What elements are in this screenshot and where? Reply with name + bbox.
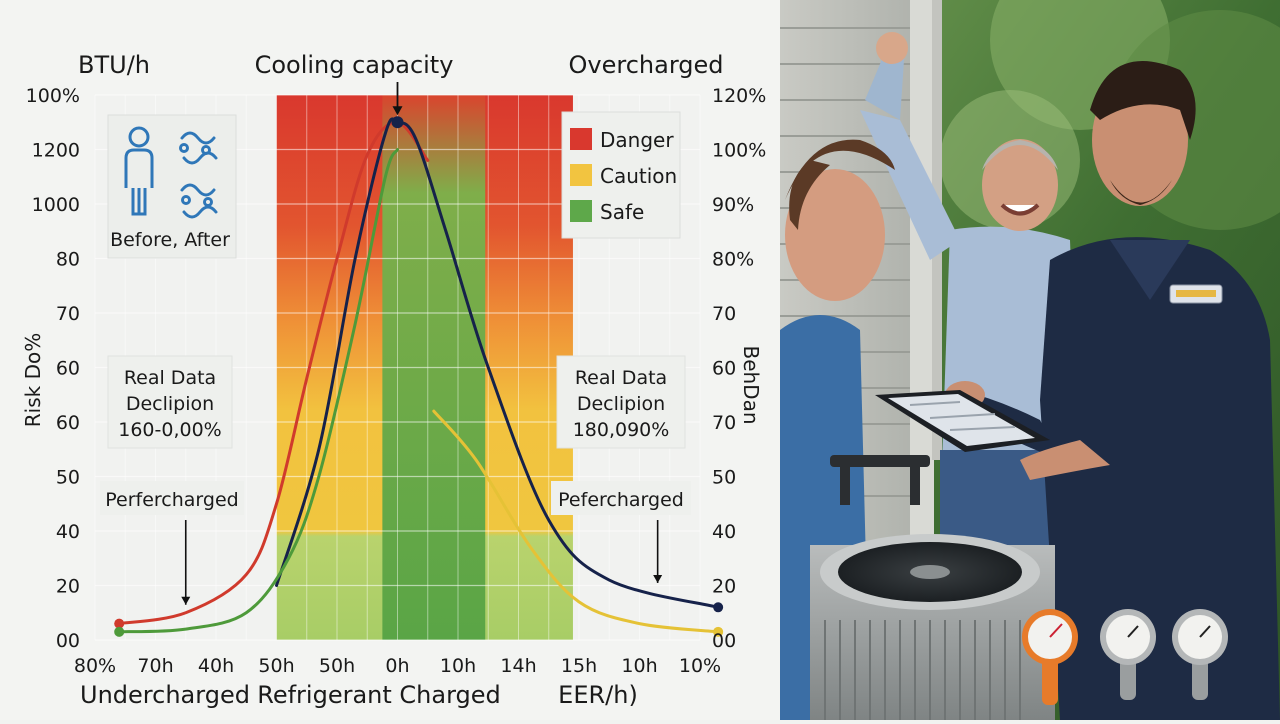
legend-swatch-caution xyxy=(570,164,592,186)
left-axis-title: BTU/h xyxy=(78,51,150,79)
perfercharged-left: Perfercharged xyxy=(100,481,244,515)
legend-label-danger: Danger xyxy=(600,128,674,152)
x-tick-label: 40h xyxy=(198,655,234,677)
tablet xyxy=(875,390,1050,452)
legend-label-safe: Safe xyxy=(600,200,644,224)
annotation-arrow-head-0 xyxy=(181,596,191,605)
y-left-tick-label: 1200 xyxy=(32,140,80,162)
y-right-tick-label: 40 xyxy=(712,521,736,543)
y-left-tick-label: 80 xyxy=(56,249,80,271)
photo-illustration xyxy=(780,0,1280,720)
annotation-left-line-1: Real Data xyxy=(124,367,216,389)
refrigerant-chart: BTU/h Cooling capacity Overcharged Risk … xyxy=(21,51,767,709)
y-left-tick-label: 60 xyxy=(56,412,80,434)
gauge-silver-icon xyxy=(1172,609,1228,700)
perfercharged-left-label: Perfercharged xyxy=(105,489,238,511)
x-tick-label: 50h xyxy=(319,655,355,677)
x-caption-eer: EER/h) xyxy=(558,681,638,709)
y-left-tick-label: 100% xyxy=(26,85,80,107)
y-right-tick-label: 00 xyxy=(712,630,736,652)
x-tick-label: 50h xyxy=(258,655,294,677)
x-tick-label: 14h xyxy=(500,655,536,677)
y-left-tick-label: 20 xyxy=(56,576,80,598)
y-right-tick-label: 80% xyxy=(712,249,754,271)
peak-point xyxy=(391,116,404,129)
arrows-layer xyxy=(181,82,663,605)
series-end-point-1 xyxy=(713,602,724,613)
legend-swatch-safe xyxy=(570,200,592,222)
series-line-3 xyxy=(432,409,720,634)
x-caption-refrigerant: Refrigerant Charged xyxy=(257,681,501,709)
gauge-silver-icon xyxy=(1100,609,1156,700)
y-right-tick-label: 50 xyxy=(712,467,736,489)
series-start-point-2 xyxy=(114,626,125,637)
gauge-orange-icon xyxy=(1022,609,1078,705)
ticks-layer: 80% 70h 40h 50h 50h 0h 10h 14h 15h 10h 10% 100% 1200… xyxy=(26,85,767,677)
person-icon xyxy=(124,126,154,216)
y-axis-label-right: BehDan xyxy=(739,345,763,424)
y-right-tick-label: 100% xyxy=(712,140,766,162)
chart-panel: BTU/h Cooling capacity Overcharged Risk … xyxy=(21,51,767,709)
series-line-2 xyxy=(117,148,399,634)
before-after-inset: Before, After xyxy=(107,114,237,259)
chart-title: Cooling capacity xyxy=(255,51,454,79)
y-right-tick-label: 60 xyxy=(712,358,736,380)
x-tick-label: 80% xyxy=(74,655,116,677)
x-tick-label: 10% xyxy=(679,655,721,677)
annotation-left: Real Data Declipion 160-0,00% xyxy=(107,355,233,449)
annotation-right-line-1: Real Data xyxy=(575,367,667,389)
perfercharged-right: Pefercharged xyxy=(551,481,691,515)
ac-condenser-unit xyxy=(810,455,1055,720)
perfercharged-right-label: Pefercharged xyxy=(558,489,684,511)
legend-swatch-danger xyxy=(570,128,592,150)
inset-caption: Before, After xyxy=(110,229,230,251)
y-axis-label-left: Risk Do% xyxy=(21,333,45,427)
annotation-arrow-head-1 xyxy=(653,574,663,583)
x-tick-label: 10h xyxy=(621,655,657,677)
right-axis-title: Overcharged xyxy=(569,51,724,79)
legend: Danger Caution Safe xyxy=(561,111,681,239)
series-end-point-3 xyxy=(713,626,724,637)
x-tick-label: 70h xyxy=(137,655,173,677)
y-right-tick-label: 120% xyxy=(712,85,766,107)
annotation-left-line-3: 160-0,00% xyxy=(118,419,221,441)
x-tick-label: 15h xyxy=(561,655,597,677)
y-right-tick-label: 70 xyxy=(712,303,736,325)
y-right-tick-label: 20 xyxy=(712,576,736,598)
x-tick-label: 10h xyxy=(440,655,476,677)
technician-photo xyxy=(780,0,1280,720)
y-left-tick-label: 00 xyxy=(56,630,80,652)
y-left-tick-label: 1000 xyxy=(32,194,80,216)
annotation-right-line-3: 180,090% xyxy=(573,419,670,441)
series-start-point-0 xyxy=(114,618,125,629)
peak-arrow-head xyxy=(392,106,403,116)
hvac-technician xyxy=(945,61,1280,720)
refrigerant-flow-icon xyxy=(179,131,218,219)
x-caption-undercharged: Undercharged xyxy=(80,681,250,709)
y-left-tick-label: 60 xyxy=(56,358,80,380)
curves-layer xyxy=(114,116,724,637)
y-right-tick-label: 70 xyxy=(712,412,736,434)
legend-label-caution: Caution xyxy=(600,164,677,188)
annotation-right: Real Data Declipion 180,090% xyxy=(556,355,686,449)
y-left-tick-label: 70 xyxy=(56,303,80,325)
series-line-0 xyxy=(117,120,430,626)
x-tick-label: 0h xyxy=(385,655,409,677)
y-left-tick-label: 40 xyxy=(56,521,80,543)
annotation-left-line-2: Declipion xyxy=(126,393,214,415)
annotation-right-line-2: Declipion xyxy=(577,393,665,415)
series-line-1 xyxy=(275,117,720,609)
y-left-tick-label: 50 xyxy=(56,467,80,489)
y-right-tick-label: 90% xyxy=(712,194,754,216)
